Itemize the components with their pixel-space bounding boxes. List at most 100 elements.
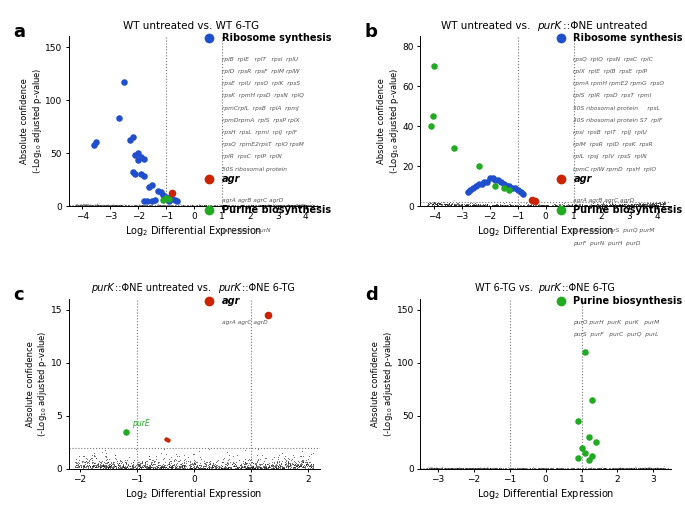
Point	[110, 201, 121, 209]
Point	[290, 461, 301, 469]
Point	[421, 464, 432, 473]
Point	[495, 464, 506, 473]
Point	[281, 201, 292, 209]
Point	[462, 188, 473, 196]
Point	[253, 444, 264, 453]
Point	[92, 200, 103, 208]
Point	[148, 202, 159, 210]
Point	[590, 201, 601, 209]
Point	[586, 464, 597, 473]
Point	[242, 456, 253, 464]
Point	[446, 464, 457, 473]
Point	[163, 202, 174, 210]
Point	[439, 464, 450, 473]
Point	[517, 464, 528, 473]
Point	[478, 202, 489, 210]
Point	[128, 202, 139, 210]
Point	[499, 464, 510, 473]
Point	[145, 464, 155, 473]
Point	[465, 463, 476, 472]
Point	[426, 464, 437, 472]
Point	[471, 464, 482, 473]
Point	[490, 464, 501, 473]
Text: purL  purC purS  purQ purM: purL purC purS purQ purM	[573, 228, 655, 233]
Point	[503, 202, 514, 210]
Point	[260, 201, 271, 209]
Point	[244, 201, 255, 209]
Point	[294, 200, 305, 208]
Point	[482, 465, 493, 473]
Point	[71, 461, 82, 469]
Point	[636, 201, 647, 209]
Point	[210, 202, 221, 210]
Point	[484, 174, 495, 182]
Point	[210, 201, 221, 209]
Point	[514, 200, 525, 208]
Point	[533, 464, 544, 473]
Point	[247, 458, 258, 466]
Point	[191, 465, 202, 473]
Point	[201, 464, 212, 472]
Point	[641, 200, 652, 208]
Point	[275, 460, 286, 468]
Point	[571, 464, 582, 473]
Point	[527, 464, 538, 473]
Point	[622, 464, 633, 473]
Point	[240, 202, 251, 210]
Point	[538, 465, 549, 473]
Point	[556, 465, 566, 473]
Point	[189, 202, 200, 210]
Point	[166, 461, 177, 469]
Point	[432, 199, 443, 207]
Point	[627, 465, 638, 473]
Point	[208, 202, 219, 210]
Point	[577, 464, 588, 473]
Point	[216, 464, 227, 473]
Point	[605, 201, 616, 209]
Point	[73, 460, 84, 468]
Point	[456, 200, 467, 208]
Point	[101, 459, 112, 467]
Point	[240, 459, 251, 467]
Point	[460, 464, 471, 473]
Point	[193, 463, 204, 472]
Point	[439, 464, 450, 472]
Point	[464, 200, 475, 208]
Point	[490, 464, 501, 473]
Point	[282, 201, 293, 209]
Point	[203, 463, 214, 471]
Point	[140, 462, 151, 470]
Point	[463, 464, 474, 472]
Point	[123, 461, 134, 469]
Point	[223, 463, 234, 471]
Point	[627, 202, 638, 210]
Point	[279, 461, 290, 469]
Point	[264, 201, 275, 209]
Point	[447, 464, 458, 472]
Point	[484, 202, 495, 210]
Point	[247, 463, 258, 472]
Text: agr: agr	[222, 296, 240, 306]
Point	[219, 202, 230, 210]
Point	[643, 199, 653, 207]
Point	[159, 465, 170, 473]
Point	[432, 464, 443, 472]
Point	[448, 464, 459, 473]
Text: agr: agr	[222, 174, 240, 184]
Point	[473, 201, 484, 209]
Point	[253, 202, 264, 210]
Point	[449, 465, 460, 473]
Point	[87, 202, 98, 210]
Point	[462, 202, 473, 210]
Point	[639, 200, 650, 208]
Point	[197, 202, 208, 210]
Point	[614, 200, 625, 208]
Point	[459, 464, 470, 473]
Point	[597, 463, 608, 472]
Point	[484, 202, 495, 210]
Point	[188, 460, 199, 468]
Point	[473, 464, 484, 473]
Point	[79, 200, 90, 208]
Point	[641, 199, 652, 207]
Point	[190, 202, 201, 210]
